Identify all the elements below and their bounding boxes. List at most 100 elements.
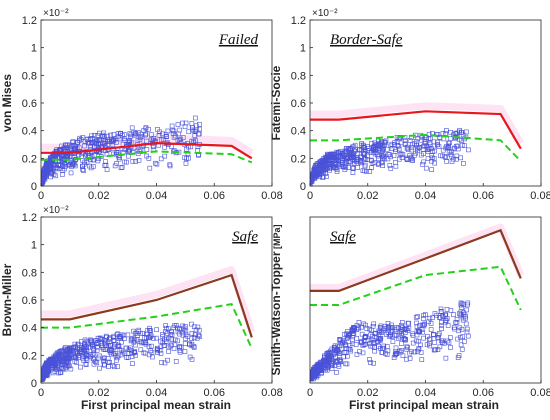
scatter-point xyxy=(310,179,314,184)
x-tick-label: 0.08 xyxy=(530,190,550,202)
scatter-point xyxy=(385,321,391,326)
scatter-point xyxy=(354,151,360,157)
scatter-point xyxy=(407,356,413,361)
x-tick-label: 0.02 xyxy=(357,190,378,202)
scatter-point xyxy=(144,138,149,144)
scatter-point xyxy=(431,331,436,337)
y-tick-label: 1.2 xyxy=(22,15,37,27)
scatter-point xyxy=(419,357,425,362)
scatter-point xyxy=(359,141,365,146)
scatter-point xyxy=(396,156,402,162)
scatter-point xyxy=(150,354,155,360)
scatter-point xyxy=(155,345,160,351)
scatter-point xyxy=(410,142,415,148)
scatter-point xyxy=(95,138,100,143)
scatter-point xyxy=(382,326,388,331)
x-tick-label: 0.08 xyxy=(530,387,550,399)
x-tick-label: 0 xyxy=(38,190,44,202)
scatter-point xyxy=(418,350,424,355)
scatter-point xyxy=(414,324,420,329)
scatter-point xyxy=(454,316,460,322)
scatter-point xyxy=(399,320,405,325)
scatter-point xyxy=(160,131,165,137)
scatter-point xyxy=(112,163,118,169)
scatter-point xyxy=(458,342,464,348)
scatter-point xyxy=(61,154,67,159)
scatter-point xyxy=(162,153,168,159)
scatter-point xyxy=(410,333,416,338)
scatter-point xyxy=(143,132,148,138)
scatter-point xyxy=(360,168,366,173)
scatter-point xyxy=(410,340,416,346)
scatter-point xyxy=(41,377,44,382)
scatter-point xyxy=(384,344,390,349)
scatter-point xyxy=(128,338,134,344)
scatter-point xyxy=(129,354,135,359)
scatter-point xyxy=(343,361,348,367)
scatter-point xyxy=(160,136,166,142)
scatter-point xyxy=(110,138,116,144)
panel-fs: 0 0.02 0.04 0.06 0.08 0 0.2 0.4 0.6 0.8 1 1.2 ×10⁻² F… xyxy=(269,8,550,202)
scatter-point xyxy=(72,163,78,169)
scatter-point xyxy=(429,158,434,164)
scatter-point xyxy=(343,158,349,164)
scatter-point xyxy=(444,307,450,312)
scatter-point xyxy=(417,145,422,150)
scatter-point xyxy=(115,331,121,337)
scatter-point xyxy=(362,335,367,341)
scatter-point xyxy=(173,133,178,139)
scatter-point xyxy=(419,137,424,143)
scatter-point xyxy=(358,154,363,160)
scatter-point xyxy=(382,140,388,146)
scatter-point xyxy=(459,326,465,332)
scatter-point xyxy=(458,302,464,308)
scatter-point xyxy=(324,155,329,161)
scatter-point xyxy=(363,148,369,153)
scatter-point xyxy=(67,142,72,148)
scatter-point xyxy=(169,332,175,337)
scatter-point xyxy=(41,175,45,181)
dashed-line xyxy=(310,265,522,311)
scatter-point xyxy=(68,159,73,165)
scatter-point xyxy=(437,315,443,320)
scatter-point xyxy=(320,175,325,180)
scatter-point xyxy=(421,159,426,165)
scatter-point xyxy=(465,333,471,339)
scatter-point xyxy=(58,365,64,370)
scatter-point xyxy=(171,128,177,134)
scatter-point xyxy=(451,156,456,162)
scatter-point xyxy=(101,356,107,361)
panel-swt: 0 0.02 0.04 0.06 0.08 Smith-Watson-Topper [MP… xyxy=(269,216,550,399)
scatter-point xyxy=(60,159,65,164)
scatter-point xyxy=(135,333,140,338)
scatter-point xyxy=(427,140,433,145)
scatter-point xyxy=(460,334,466,339)
scatter-point xyxy=(138,131,144,137)
scatter-point xyxy=(409,147,415,153)
scatter-point xyxy=(191,335,197,341)
scatter-point xyxy=(393,163,399,169)
scatter-point xyxy=(432,347,438,352)
scatter-point xyxy=(374,150,380,155)
y-axis-unit: [MPa] xyxy=(272,225,282,252)
scatter-point xyxy=(160,340,166,345)
scatter-point xyxy=(132,349,137,355)
scatter-point xyxy=(147,328,153,333)
scatter-point xyxy=(119,348,125,353)
scatter-point xyxy=(91,346,97,352)
scatter-point xyxy=(78,364,83,370)
scatter-point xyxy=(81,168,86,173)
scatter-point xyxy=(345,329,350,334)
scatter-point xyxy=(347,343,353,348)
scatter-point xyxy=(363,157,369,162)
scatter-point xyxy=(146,126,151,132)
scatter-point xyxy=(338,148,343,154)
scatter-point xyxy=(160,332,165,337)
y-tick-label: 1 xyxy=(31,240,37,252)
y-axis-label: Fatemi-Socie xyxy=(269,65,283,140)
scatter-point xyxy=(133,342,138,348)
scatter-point xyxy=(381,152,386,158)
scatter-point xyxy=(191,128,197,134)
scatter-point xyxy=(334,169,340,174)
scatter-point xyxy=(354,323,360,328)
